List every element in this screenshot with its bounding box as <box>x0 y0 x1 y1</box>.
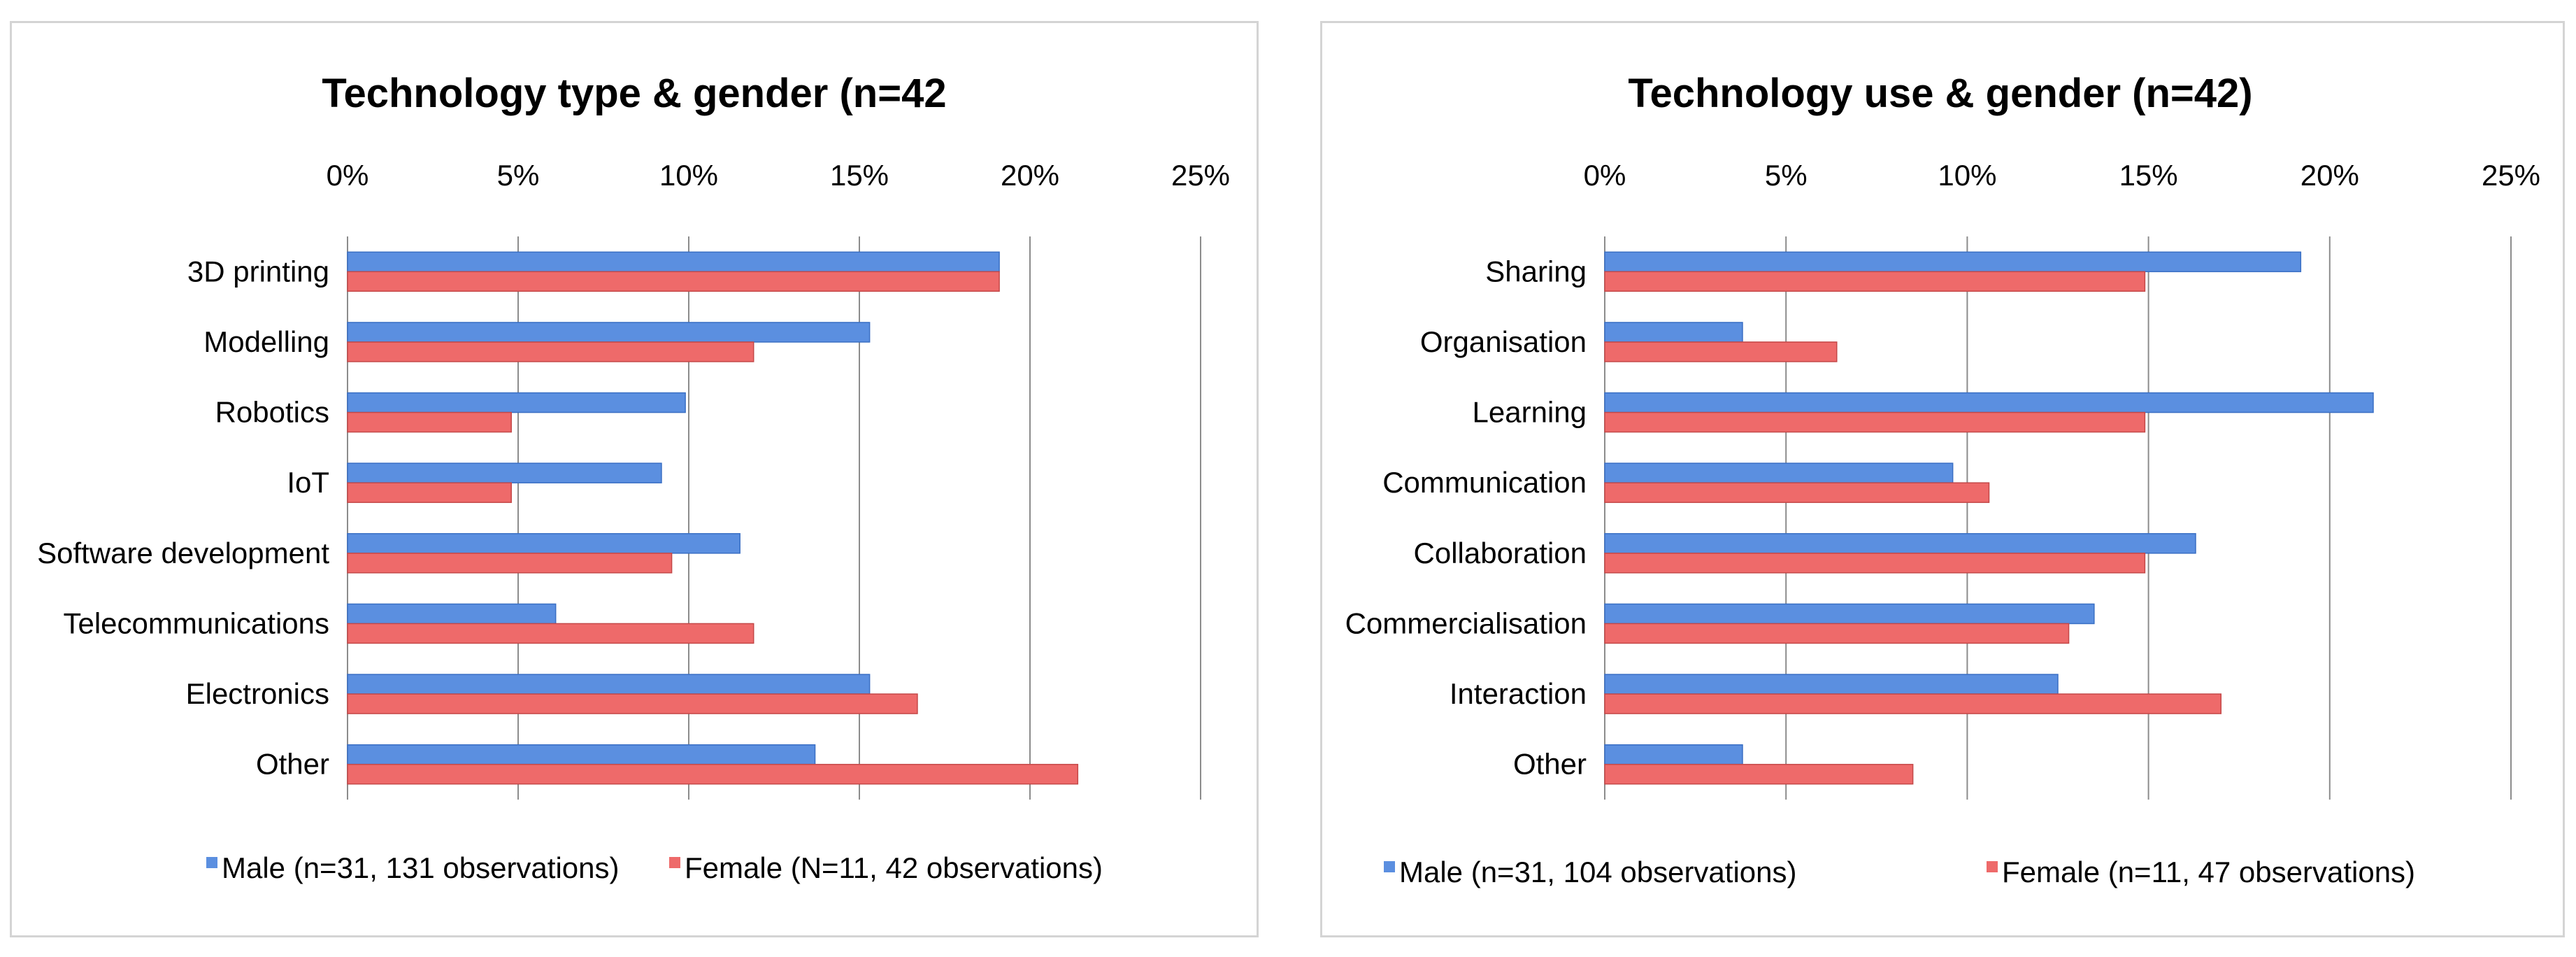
x-tick-label: 5% <box>497 159 540 192</box>
bar-male <box>347 674 871 695</box>
bar-female <box>347 623 754 644</box>
category-label: Interaction <box>1450 677 1587 710</box>
bar-male <box>347 392 686 413</box>
chart-title: Technology use & gender (n=42) <box>1628 71 2252 116</box>
bar-female <box>1604 693 2222 714</box>
bar-female <box>347 553 673 574</box>
bar-male <box>1604 322 1743 343</box>
category-label: IoT <box>287 466 329 499</box>
legend-label-male: Male (n=31, 104 observations) <box>1399 856 1797 888</box>
chart-panel-technology-type: Technology type & gender (n=42 0% 5% 10% 15%… <box>10 21 1259 937</box>
x-tick-label: 5% <box>1765 159 1808 192</box>
category-label: Modelling <box>203 325 329 358</box>
x-tick-label: 0% <box>1584 159 1626 192</box>
category-label: Organisation <box>1420 325 1587 358</box>
bar-female <box>1604 763 1914 785</box>
legend-swatch-female <box>1987 861 1998 872</box>
chart-title: Technology type & gender (n=42 <box>322 71 946 116</box>
chart-panel-technology-use: Technology use & gender (n=42) 0% 5% 10% 15%… <box>1320 21 2565 937</box>
category-label: Communication <box>1382 466 1587 499</box>
legend-swatch-male <box>206 857 217 868</box>
bar-female <box>1604 482 1990 503</box>
category-label: Other <box>256 748 329 781</box>
category-label: Sharing <box>1485 255 1587 288</box>
bar-female <box>347 693 918 714</box>
legend-swatch-female <box>669 857 680 868</box>
bar-male <box>347 603 557 625</box>
category-label: Telecommunications <box>63 607 329 639</box>
x-tick-label: 25% <box>1171 159 1230 192</box>
bar-female <box>347 763 1079 785</box>
bar-female <box>347 341 754 362</box>
x-tick-label: 0% <box>327 159 369 192</box>
bar-male <box>1604 744 1743 765</box>
bar-male <box>1604 251 2302 273</box>
bar-male <box>1604 533 2196 554</box>
bar-female <box>347 271 1000 292</box>
legend-label-female: Female (N=11, 42 observations) <box>685 851 1103 884</box>
x-tick-label: 20% <box>1001 159 1059 192</box>
bar-female <box>347 411 512 433</box>
category-label: Commercialisation <box>1345 607 1587 639</box>
bar-female <box>1604 271 2146 292</box>
bar-male <box>1604 674 2059 695</box>
bar-male <box>1604 392 2374 413</box>
x-tick-label: 20% <box>2300 159 2359 192</box>
bar-female <box>1604 553 2146 574</box>
bar-female <box>1604 341 1838 362</box>
chart-svg: Technology type & gender (n=42 0% 5% 10% 15%… <box>37 71 1230 884</box>
bar-female <box>1604 411 2146 433</box>
bar-female <box>1604 623 2070 644</box>
x-tick-label: 15% <box>830 159 889 192</box>
category-label: Electronics <box>186 677 329 710</box>
bar-female <box>347 482 512 503</box>
x-tick-label: 10% <box>659 159 718 192</box>
category-label: Robotics <box>215 396 329 429</box>
category-label: Other <box>1513 748 1587 781</box>
category-label: Software development <box>37 537 329 569</box>
legend-label-male: Male (n=31, 131 observations) <box>222 851 620 884</box>
chart-svg: Technology use & gender (n=42) 0% 5% 10% 15%… <box>1345 71 2540 888</box>
x-tick-label: 10% <box>1938 159 1996 192</box>
category-label: Collaboration <box>1414 537 1587 569</box>
bar-male <box>347 744 816 765</box>
bar-male <box>1604 603 2095 625</box>
category-label: Learning <box>1473 396 1587 429</box>
bar-male <box>347 322 871 343</box>
bar-male <box>347 462 662 483</box>
category-label: 3D printing <box>187 255 329 288</box>
bar-male <box>1604 462 1954 483</box>
bar-male <box>347 251 1000 273</box>
x-tick-label: 25% <box>2482 159 2540 192</box>
x-tick-label: 15% <box>2119 159 2178 192</box>
legend-swatch-male <box>1384 861 1395 872</box>
legend-label-female: Female (n=11, 47 observations) <box>2002 856 2415 888</box>
bar-male <box>347 533 740 554</box>
